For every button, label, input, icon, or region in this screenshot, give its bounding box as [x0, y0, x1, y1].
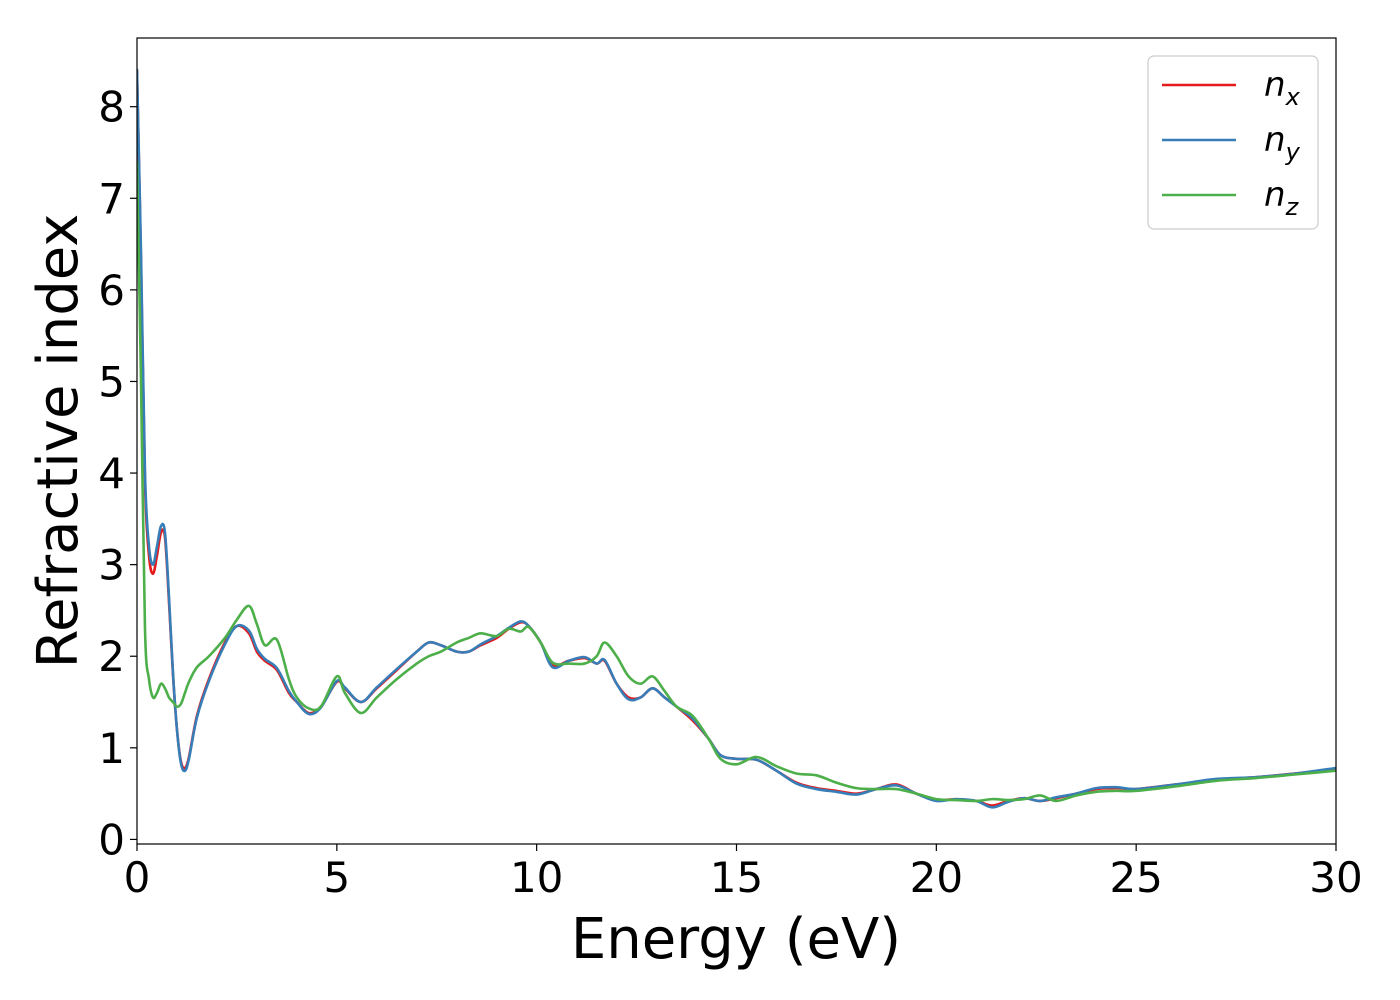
x-tick-label: 5	[323, 853, 350, 902]
x-tick-label: 30	[1309, 853, 1362, 902]
legend-label-base: n	[1264, 65, 1286, 105]
y-tick-label: 3	[98, 541, 125, 590]
legend-box	[1147, 55, 1319, 230]
y-tick-label: 6	[98, 266, 125, 315]
y-tick-label: 0	[98, 815, 125, 864]
series-line-z	[137, 160, 1336, 803]
legend-label-subscript: x	[1285, 83, 1301, 111]
y-tick-label: 7	[98, 174, 125, 223]
legend-label-base: n	[1264, 120, 1286, 160]
y-tick-label: 8	[98, 83, 125, 132]
x-tick-label: 20	[910, 853, 963, 902]
y-tick-label: 4	[98, 449, 125, 498]
legend-label-base: n	[1264, 175, 1286, 215]
series-layer	[137, 68, 1336, 809]
y-tick-label: 1	[98, 724, 125, 773]
x-tick-label: 25	[1109, 853, 1162, 902]
x-tick-label: 15	[710, 853, 763, 902]
y-tick-label: 5	[98, 357, 125, 406]
legend-label-subscript: z	[1285, 193, 1300, 221]
x-axis: 0 5 10 15 20 25 30	[124, 844, 1363, 902]
x-tick-label: 0	[124, 853, 151, 902]
y-axis: 0 1 2 3 4 5 6 7 8	[98, 83, 137, 864]
x-axis-label: Energy (eV)	[571, 907, 901, 972]
y-axis-label: Refractive index	[26, 214, 91, 669]
x-tick-label: 10	[510, 853, 563, 902]
legend-label-z: nz	[1264, 175, 1300, 221]
legend-label-y: ny	[1264, 120, 1301, 166]
legend-label-x: nx	[1264, 65, 1301, 111]
y-tick-label: 2	[98, 632, 125, 681]
legend-label-subscript: y	[1285, 138, 1301, 166]
